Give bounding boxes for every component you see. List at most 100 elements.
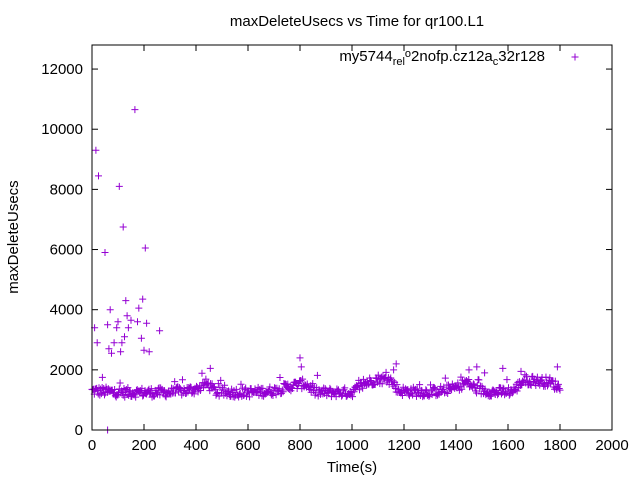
data-point <box>202 375 210 383</box>
data-point <box>309 380 317 388</box>
data-point <box>422 386 430 394</box>
data-point <box>97 390 105 398</box>
y-tick-label: 10000 <box>41 121 83 138</box>
data-point-outlier <box>139 295 147 303</box>
data-point-outlier <box>131 106 139 114</box>
data-point <box>416 381 424 389</box>
data-point-outlier <box>105 345 113 353</box>
data-point <box>341 384 349 392</box>
data-point <box>350 388 358 396</box>
data-point <box>382 368 390 376</box>
data-point <box>217 376 225 384</box>
data-point-outlier <box>473 363 481 371</box>
data-point-outlier <box>101 249 109 257</box>
y-tick-label: 8000 <box>50 181 83 198</box>
data-point <box>521 371 529 379</box>
data-point <box>313 371 321 379</box>
data-point-outlier <box>113 324 121 332</box>
data-point <box>221 381 229 389</box>
data-point <box>279 388 287 396</box>
data-point <box>378 380 386 388</box>
data-point-outlier <box>93 339 101 347</box>
data-point <box>496 383 504 391</box>
data-point <box>224 388 232 396</box>
data-point <box>556 386 564 394</box>
data-point <box>266 383 274 391</box>
data-point <box>214 388 222 396</box>
plot-frame <box>91 44 613 431</box>
data-point-outlier <box>118 339 126 347</box>
data-point-outlier <box>135 304 143 312</box>
data-point <box>299 375 307 383</box>
y-tick-label: 4000 <box>50 302 83 319</box>
data-point <box>444 381 452 389</box>
data-point <box>196 387 204 395</box>
data-point <box>419 393 427 401</box>
x-tick-label: 600 <box>235 437 260 454</box>
data-point <box>441 374 449 382</box>
y-tick-label: 0 <box>75 422 83 439</box>
data-point <box>494 391 502 399</box>
data-point <box>147 385 155 393</box>
data-point <box>444 389 452 397</box>
legend-label: my5744relo2nofp.cz12ac32r128 <box>339 48 545 68</box>
data-point-outlier <box>553 363 561 371</box>
data-point <box>542 373 550 381</box>
legend-marker-symbol <box>571 53 579 61</box>
data-point <box>276 373 284 381</box>
data-point <box>502 389 510 397</box>
data-point <box>275 385 283 393</box>
x-tick-label: 800 <box>287 437 312 454</box>
data-point <box>116 379 124 387</box>
data-point <box>457 373 465 381</box>
data-point <box>171 389 179 397</box>
y-tick-label: 12000 <box>41 61 83 78</box>
data-point <box>389 377 397 385</box>
data-point <box>169 385 177 393</box>
data-point <box>386 376 394 384</box>
data-point <box>469 380 477 388</box>
data-point-outlier <box>296 354 304 362</box>
data-point <box>367 377 375 385</box>
data-point <box>454 379 462 387</box>
x-tick-label: 1800 <box>543 437 576 454</box>
data-point-outlier <box>206 364 214 372</box>
x-tick-label: 1200 <box>387 437 420 454</box>
data-point <box>359 384 367 392</box>
data-point <box>522 372 530 380</box>
data-point <box>259 384 267 392</box>
data-point <box>554 380 562 388</box>
y-tick-label: 6000 <box>50 242 83 259</box>
data-point <box>349 393 357 401</box>
data-point-outlier <box>119 223 127 231</box>
legend: my5744relo2nofp.cz12ac32r128 <box>339 48 579 68</box>
data-point <box>278 389 286 397</box>
data-point <box>278 386 286 394</box>
data-point-outlier <box>156 327 164 335</box>
data-point-outlier <box>145 348 153 356</box>
legend-label-part: o <box>405 48 411 60</box>
data-point <box>442 388 450 396</box>
data-point <box>487 392 495 400</box>
data-point <box>323 392 331 400</box>
axis-ticks: 0 200 400 600 800 1000 1200 1400 1600 1800 2000 0 20… <box>41 45 629 454</box>
data-point <box>132 393 140 401</box>
data-point <box>131 389 139 397</box>
data-point <box>513 387 521 395</box>
legend-label-part: 2nofp.cz12a <box>411 48 493 65</box>
data-point-outlier <box>95 172 102 180</box>
data-point-outlier <box>124 324 132 332</box>
data-point <box>190 390 198 398</box>
data-point <box>415 390 423 398</box>
data-point-outlier <box>114 318 122 326</box>
data-point-outlier <box>123 312 131 320</box>
data-point <box>380 375 388 383</box>
data-point <box>428 390 436 398</box>
data-point-outlier <box>127 316 135 324</box>
data-point-outlier <box>137 334 145 342</box>
data-point <box>269 391 277 399</box>
x-axis-label: Time(s) <box>327 459 377 476</box>
data-point <box>409 391 417 399</box>
